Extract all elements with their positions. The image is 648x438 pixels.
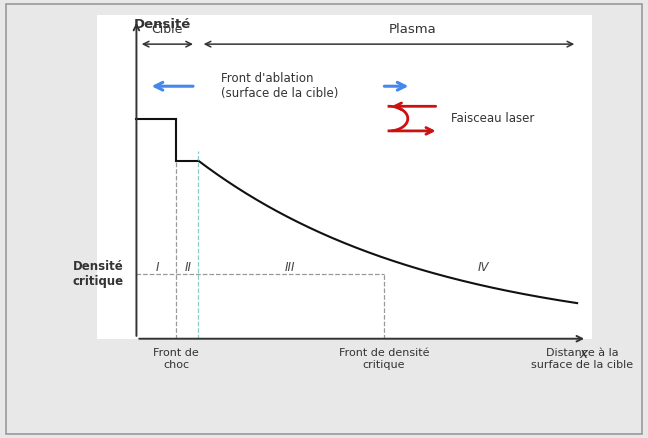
Text: Front de densité
critique: Front de densité critique: [339, 349, 429, 370]
Text: Cible: Cible: [152, 23, 183, 36]
Text: Densité
critique: Densité critique: [73, 260, 124, 288]
Text: Plasma: Plasma: [389, 23, 436, 36]
Text: Distance à la
surface de la cible: Distance à la surface de la cible: [531, 349, 633, 370]
Text: Front d'ablation
(surface de la cible): Front d'ablation (surface de la cible): [220, 72, 338, 100]
Text: III: III: [284, 261, 295, 274]
Text: Densité: Densité: [134, 18, 191, 31]
Text: IV: IV: [478, 261, 489, 274]
Text: x: x: [579, 347, 587, 361]
Text: II: II: [185, 261, 192, 274]
Text: I: I: [156, 261, 159, 274]
Text: Front de
choc: Front de choc: [153, 349, 199, 370]
Text: Faisceau laser: Faisceau laser: [451, 112, 534, 125]
